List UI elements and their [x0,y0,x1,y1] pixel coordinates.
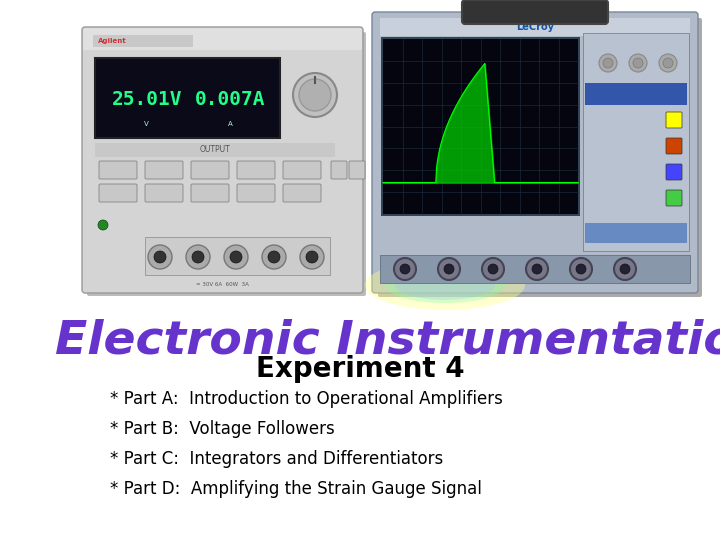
FancyBboxPatch shape [666,190,682,206]
Text: Agilent: Agilent [98,38,127,44]
Circle shape [98,220,108,230]
Text: * Part D:  Amplifying the Strain Gauge Signal: * Part D: Amplifying the Strain Gauge Si… [110,480,482,498]
Bar [145,237,330,275]
Text: * Part A:  Introduction to Operational Amplifiers: * Part A: Introduction to Operational Am… [110,390,503,408]
FancyBboxPatch shape [191,184,229,202]
Bar [93,35,193,47]
Circle shape [576,264,586,274]
FancyBboxPatch shape [99,184,137,202]
Circle shape [614,258,636,280]
Circle shape [532,264,542,274]
FancyBboxPatch shape [378,18,702,297]
Text: OUTPUT: OUTPUT [199,145,230,154]
FancyBboxPatch shape [666,112,682,128]
Circle shape [154,251,166,263]
Bar [585,223,687,243]
Text: Electronic Instrumentation: Electronic Instrumentation [55,318,720,363]
Bar [95,143,335,157]
Text: 25.01V: 25.01V [112,90,182,109]
FancyBboxPatch shape [87,32,366,296]
FancyBboxPatch shape [372,12,698,293]
Circle shape [663,58,673,68]
FancyBboxPatch shape [237,161,275,179]
Circle shape [438,258,460,280]
Bar [585,83,687,105]
Circle shape [620,264,630,274]
FancyBboxPatch shape [191,161,229,179]
Circle shape [482,258,504,280]
Circle shape [300,245,324,269]
Bar [380,255,690,283]
Circle shape [400,264,410,274]
Circle shape [186,245,210,269]
Text: 0.007A: 0.007A [195,90,265,109]
Circle shape [224,245,248,269]
FancyBboxPatch shape [82,27,363,293]
Circle shape [599,54,617,72]
Bar [95,58,280,138]
FancyBboxPatch shape [83,28,362,50]
Bar [380,18,690,36]
Ellipse shape [395,270,495,300]
Circle shape [444,264,454,274]
Circle shape [629,54,647,72]
FancyBboxPatch shape [666,138,682,154]
Circle shape [603,58,613,68]
Circle shape [659,54,677,72]
Ellipse shape [385,267,505,303]
FancyBboxPatch shape [283,184,321,202]
Text: * Part C:  Integrators and Differentiators: * Part C: Integrators and Differentiator… [110,450,444,468]
Circle shape [526,258,548,280]
FancyBboxPatch shape [145,161,183,179]
Circle shape [148,245,172,269]
FancyBboxPatch shape [283,161,321,179]
Text: * Part B:  Voltage Followers: * Part B: Voltage Followers [110,420,335,438]
FancyBboxPatch shape [237,184,275,202]
Text: LeCroy: LeCroy [516,22,554,32]
Text: Experiment 4: Experiment 4 [256,355,464,383]
Ellipse shape [365,260,525,310]
Circle shape [299,79,331,111]
Text: A: A [228,120,233,126]
Circle shape [488,264,498,274]
FancyBboxPatch shape [666,164,682,180]
FancyBboxPatch shape [145,184,183,202]
Text: V: V [145,120,149,126]
Circle shape [570,258,592,280]
Circle shape [293,73,337,117]
Circle shape [306,251,318,263]
FancyBboxPatch shape [99,161,137,179]
Circle shape [633,58,643,68]
Circle shape [192,251,204,263]
Circle shape [394,258,416,280]
Circle shape [268,251,280,263]
Bar [383,39,578,214]
Text: = 30V 6A  60W  3A: = 30V 6A 60W 3A [196,282,248,287]
Bar [381,37,580,216]
FancyBboxPatch shape [331,161,347,179]
Circle shape [262,245,286,269]
FancyBboxPatch shape [462,0,608,24]
Circle shape [230,251,242,263]
FancyBboxPatch shape [349,161,365,179]
Bar [583,33,689,251]
